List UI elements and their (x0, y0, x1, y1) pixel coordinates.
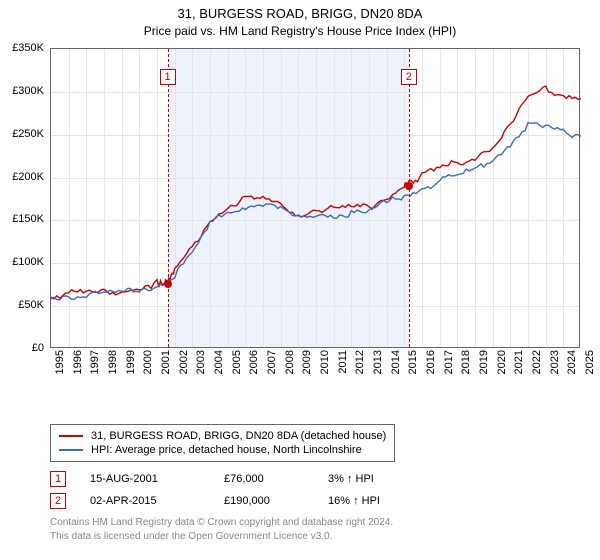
x-axis-tick-label: 2022 (531, 350, 543, 384)
x-axis-tick-label: 2004 (213, 350, 225, 384)
x-axis-tick-label: 2019 (478, 350, 490, 384)
sale-marker-point (405, 182, 413, 190)
x-axis-tick-label: 2012 (354, 350, 366, 384)
x-axis-tick-label: 2007 (266, 350, 278, 384)
x-axis-tick-label: 2003 (195, 350, 207, 384)
y-axis-tick-label: £350K (0, 42, 44, 54)
x-axis-tick-label: 2008 (284, 350, 296, 384)
y-axis-tick-label: £200K (0, 171, 44, 183)
x-axis-tick-label: 2021 (513, 350, 525, 384)
sale-marker-point (164, 280, 172, 288)
x-axis-tick-label: 2009 (301, 350, 313, 384)
footnote-line: This data is licensed under the Open Gov… (50, 530, 393, 544)
y-axis-tick-label: £100K (0, 256, 44, 268)
y-axis-tick-label: £0 (0, 342, 44, 354)
x-axis-tick-label: 1996 (72, 350, 84, 384)
legend: 31, BURGESS ROAD, BRIGG, DN20 8DA (detac… (50, 424, 395, 462)
sale-records: 1 15-AUG-2001 £76,000 3% ↑ HPI 2 02-APR-2015 £… (50, 468, 408, 512)
x-axis-tick-label: 2000 (142, 350, 154, 384)
sale-record-price: £76,000 (224, 473, 304, 485)
x-axis-tick-label: 2025 (584, 350, 596, 384)
x-axis-tick-label: 2013 (372, 350, 384, 384)
y-axis-tick-label: £300K (0, 85, 44, 97)
legend-swatch (59, 449, 83, 451)
x-axis-tick-label: 2015 (407, 350, 419, 384)
x-axis-tick-label: 2005 (231, 350, 243, 384)
sale-record-row: 2 02-APR-2015 £190,000 16% ↑ HPI (50, 490, 408, 512)
x-axis-tick-label: 2020 (496, 350, 508, 384)
chart-subtitle: Price paid vs. HM Land Registry's House … (0, 21, 600, 42)
x-axis-tick-label: 2011 (337, 350, 349, 384)
x-axis-tick-label: 1995 (54, 350, 66, 384)
legend-label: HPI: Average price, detached house, Nort… (91, 444, 362, 456)
x-axis-tick-label: 2001 (160, 350, 172, 384)
y-axis-tick-label: £150K (0, 213, 44, 225)
sale-record-price: £190,000 (224, 495, 304, 507)
x-axis-tick-label: 2024 (566, 350, 578, 384)
x-axis-tick-label: 1998 (107, 350, 119, 384)
plot-region: 12 (50, 48, 580, 348)
sale-record-badge: 2 (50, 493, 66, 509)
legend-row: HPI: Average price, detached house, Nort… (59, 443, 386, 457)
footnote-line: Contains HM Land Registry data © Crown c… (50, 516, 393, 530)
sale-record-row: 1 15-AUG-2001 £76,000 3% ↑ HPI (50, 468, 408, 490)
sale-record-delta: 16% ↑ HPI (328, 495, 408, 507)
y-axis-tick-label: £250K (0, 128, 44, 140)
x-axis-tick-label: 2006 (248, 350, 260, 384)
sale-record-delta: 3% ↑ HPI (328, 473, 408, 485)
x-axis-tick-label: 2002 (178, 350, 190, 384)
y-axis-tick-label: £50K (0, 299, 44, 311)
x-axis-tick-label: 2016 (425, 350, 437, 384)
sale-record-date: 02-APR-2015 (90, 495, 200, 507)
sale-marker-line (409, 49, 410, 347)
x-axis-tick-label: 1997 (89, 350, 101, 384)
legend-row: 31, BURGESS ROAD, BRIGG, DN20 8DA (detac… (59, 429, 386, 443)
sale-marker-line (168, 49, 169, 347)
chart-area: 12 £0£50K£100K£150K£200K£250K£300K£350K1… (50, 48, 580, 380)
x-axis-tick-label: 2014 (390, 350, 402, 384)
legend-label: 31, BURGESS ROAD, BRIGG, DN20 8DA (detac… (91, 430, 386, 442)
sale-marker-badge: 2 (401, 69, 417, 85)
footnote: Contains HM Land Registry data © Crown c… (50, 516, 393, 543)
sale-record-date: 15-AUG-2001 (90, 473, 200, 485)
x-axis-tick-label: 2023 (549, 350, 561, 384)
sale-record-badge: 1 (50, 471, 66, 487)
sale-marker-badge: 1 (160, 69, 176, 85)
x-axis-tick-label: 2018 (460, 350, 472, 384)
chart-title: 31, BURGESS ROAD, BRIGG, DN20 8DA (0, 0, 600, 21)
x-axis-tick-label: 2017 (443, 350, 455, 384)
x-axis-tick-label: 1999 (125, 350, 137, 384)
x-axis-tick-label: 2010 (319, 350, 331, 384)
legend-swatch (59, 435, 83, 437)
series-line-subject (51, 86, 581, 299)
